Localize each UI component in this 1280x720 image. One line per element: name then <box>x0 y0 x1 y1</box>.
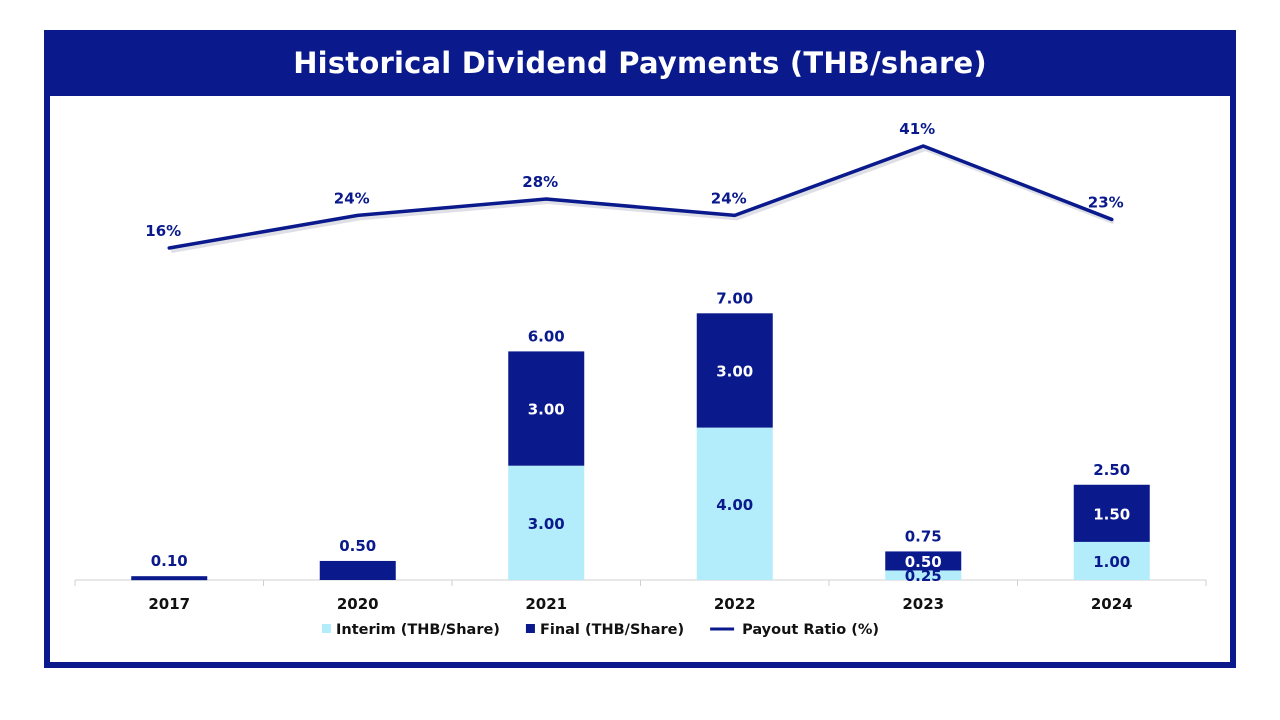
label-total: 0.50 <box>339 537 376 555</box>
label-payout-ratio: 23% <box>1088 193 1124 211</box>
chart-frame: Historical Dividend Payments (THB/share) <box>44 30 1236 668</box>
legend-label: Payout Ratio (%) <box>742 622 879 638</box>
label-total: 7.00 <box>716 289 753 307</box>
bar-final <box>319 560 396 580</box>
label-payout-ratio: 24% <box>334 189 370 207</box>
bar-final <box>885 551 962 571</box>
x-tick-label: 2021 <box>525 595 567 613</box>
label-total: 2.50 <box>1093 461 1130 479</box>
series-line-payout-ratio <box>167 144 1114 250</box>
x-tick-label: 2017 <box>148 595 190 613</box>
label-interim: 1.00 <box>1093 553 1130 571</box>
label-payout-ratio: 41% <box>899 120 935 138</box>
bar-interim <box>1073 541 1150 580</box>
legend-swatch <box>322 624 331 633</box>
label-interim: 3.00 <box>528 515 565 533</box>
label-final: 1.50 <box>1093 505 1130 523</box>
label-final: 3.00 <box>528 401 565 419</box>
label-payout-ratio: 24% <box>711 189 747 207</box>
x-tick-label: 2023 <box>902 595 944 613</box>
title-bar: Historical Dividend Payments (THB/share) <box>44 30 1236 96</box>
label-final: 3.00 <box>716 362 753 380</box>
x-tick-label: 2024 <box>1091 595 1133 613</box>
bar-final <box>696 313 773 428</box>
label-interim: 0.25 <box>905 567 942 585</box>
legend-label: Final (THB/Share) <box>540 622 684 638</box>
chart-title: Historical Dividend Payments (THB/share) <box>293 46 987 80</box>
label-total: 6.00 <box>528 327 565 345</box>
label-total: 0.10 <box>151 552 188 570</box>
x-tick-label: 2020 <box>337 595 379 613</box>
bar-final <box>131 576 208 581</box>
label-interim: 4.00 <box>716 496 753 514</box>
series-line-shadow <box>170 147 1115 253</box>
bar-interim <box>885 570 962 580</box>
bar-interim <box>696 427 773 580</box>
bar-final <box>1073 484 1150 542</box>
label-payout-ratio: 28% <box>522 173 558 191</box>
label-final: 0.50 <box>905 553 942 571</box>
legend-swatch <box>525 624 535 633</box>
label-total: 0.75 <box>905 527 942 545</box>
bar-final <box>508 351 585 466</box>
label-payout-ratio: 16% <box>145 222 181 240</box>
legend-label: Interim (THB/Share) <box>336 622 500 638</box>
x-tick-label: 2022 <box>714 595 756 613</box>
bar-interim <box>508 465 585 580</box>
